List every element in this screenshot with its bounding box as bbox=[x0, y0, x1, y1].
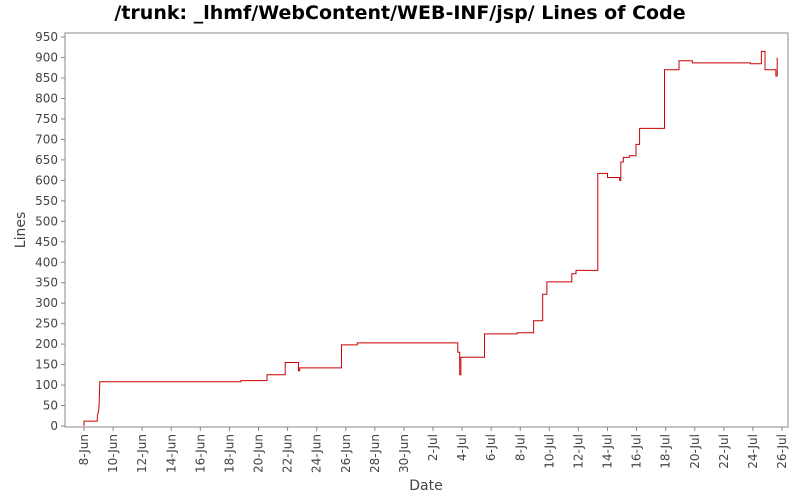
y-tick-label: 550 bbox=[35, 194, 58, 208]
y-tick-label: 750 bbox=[35, 112, 58, 126]
x-tick-label: 2-Jul bbox=[426, 434, 440, 461]
x-tick-label: 22-Jun bbox=[281, 434, 295, 473]
y-tick-label: 900 bbox=[35, 51, 58, 65]
y-tick-label: 200 bbox=[35, 337, 58, 351]
x-tick-label: 8-Jul bbox=[513, 434, 527, 461]
x-tick-label: 14-Jul bbox=[601, 434, 615, 469]
y-axis: 0 50 100 150 200 250 300 350 400 450 500 550 600 650 7… bbox=[35, 30, 65, 433]
y-axis-label: Lines bbox=[13, 212, 29, 248]
x-tick-label: 26-Jul bbox=[775, 434, 789, 469]
y-tick-label: 0 bbox=[50, 419, 58, 433]
x-tick-label: 8-Jun bbox=[77, 434, 91, 465]
x-tick-label: 18-Jun bbox=[222, 434, 236, 473]
x-tick-label: 20-Jul bbox=[688, 434, 702, 469]
y-tick-label: 950 bbox=[35, 30, 58, 44]
y-tick-label: 300 bbox=[35, 296, 58, 310]
x-tick-label: 28-Jun bbox=[368, 434, 382, 473]
chart-title: /trunk: _lhmf/WebContent/WEB-INF/jsp/ Li… bbox=[114, 2, 686, 24]
y-tick-label: 250 bbox=[35, 317, 58, 331]
x-tick-label: 4-Jul bbox=[455, 434, 469, 461]
y-tick-label: 850 bbox=[35, 71, 58, 85]
x-tick-label: 18-Jul bbox=[659, 434, 673, 469]
x-tick-label: 16-Jun bbox=[193, 434, 207, 473]
plot-area bbox=[64, 32, 789, 428]
x-tick-label: 16-Jul bbox=[630, 434, 644, 469]
x-tick-label: 14-Jun bbox=[164, 434, 178, 473]
y-tick-label: 650 bbox=[35, 153, 58, 167]
y-tick-label: 350 bbox=[35, 276, 58, 290]
y-tick-label: 150 bbox=[35, 358, 58, 372]
x-tick-label: 26-Jun bbox=[339, 434, 353, 473]
y-tick-label: 600 bbox=[35, 173, 58, 187]
x-tick-label: 24-Jun bbox=[310, 434, 324, 473]
y-tick-label: 800 bbox=[35, 92, 58, 106]
x-tick-label: 10-Jun bbox=[106, 434, 120, 473]
y-tick-label: 100 bbox=[35, 378, 58, 392]
x-tick-label: 30-Jun bbox=[397, 434, 411, 473]
y-tick-label: 50 bbox=[43, 399, 58, 413]
y-tick-label: 450 bbox=[35, 235, 58, 249]
x-tick-label: 12-Jun bbox=[135, 434, 149, 473]
y-tick-label: 500 bbox=[35, 214, 58, 228]
x-tick-label: 24-Jul bbox=[746, 434, 760, 469]
x-tick-label: 12-Jul bbox=[571, 434, 585, 469]
x-tick-label: 6-Jul bbox=[484, 434, 498, 461]
y-tick-label: 700 bbox=[35, 132, 58, 146]
x-tick-label: 22-Jul bbox=[717, 434, 731, 469]
x-axis: 8-Jun 10-Jun 12-Jun 14-Jun 16-Jun 18-Jun 20-Ju… bbox=[77, 427, 789, 473]
y-tick-label: 400 bbox=[35, 255, 58, 269]
series-line bbox=[83, 50, 778, 426]
x-axis-label: Date bbox=[409, 478, 442, 494]
x-tick-label: 10-Jul bbox=[542, 434, 556, 469]
x-tick-label: 20-Jun bbox=[252, 434, 266, 473]
